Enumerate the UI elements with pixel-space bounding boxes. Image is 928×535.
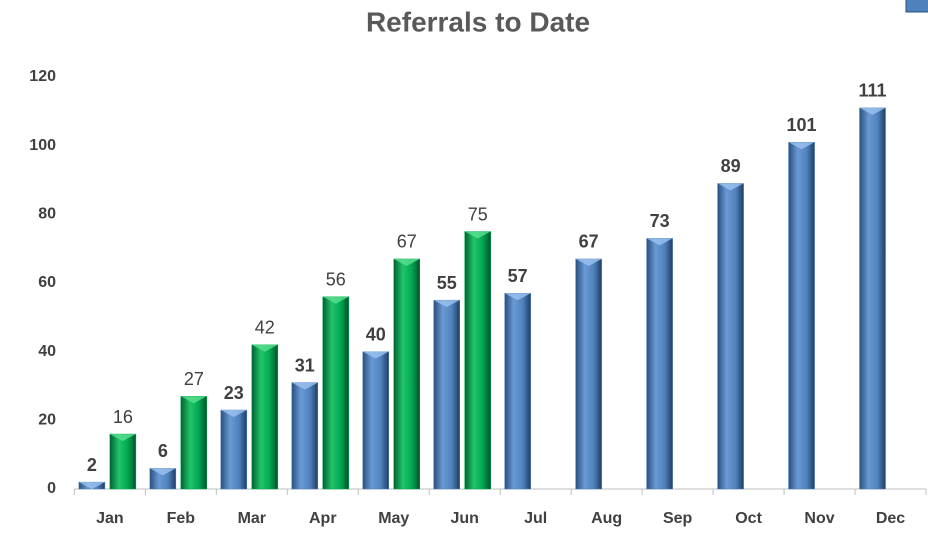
bar-bevel: [78, 482, 105, 490]
bar-bevel: [646, 238, 673, 246]
bar: [859, 107, 886, 490]
value-label: 101: [787, 115, 817, 135]
x-tick-label: Jul: [524, 510, 547, 527]
x-tick-label: Mar: [238, 510, 266, 527]
y-tick-label: 40: [38, 343, 56, 360]
bar-bevel: [180, 396, 207, 404]
value-label: 6: [158, 441, 168, 461]
bar-bevel: [251, 344, 278, 352]
y-tick-label: 120: [29, 68, 56, 85]
bar: [646, 238, 673, 490]
bar-bevel: [220, 410, 247, 418]
value-label: 16: [113, 407, 133, 427]
bar-bevel: [504, 293, 531, 301]
legend-swatch: [905, 0, 928, 13]
bar: [717, 183, 744, 490]
bar: [109, 433, 137, 490]
x-tick-label: Oct: [735, 510, 762, 527]
x-tick-label: Apr: [309, 510, 337, 527]
x-tick-label: Feb: [167, 510, 196, 527]
x-tick-label: Aug: [591, 510, 622, 527]
bar: [220, 409, 248, 490]
bar-bevel: [788, 142, 815, 150]
bar-bevel: [393, 258, 420, 266]
value-label: 23: [224, 383, 244, 403]
bar-bevel: [433, 300, 460, 308]
x-tick-label: May: [378, 510, 409, 527]
y-tick-label: 20: [38, 412, 56, 429]
bar: [464, 231, 491, 490]
bar: [433, 299, 460, 490]
value-label: 67: [579, 232, 599, 252]
bar-bevel: [291, 382, 318, 390]
bar: [393, 258, 420, 490]
value-label: 40: [366, 324, 386, 344]
x-tick-label: Jun: [450, 510, 478, 527]
bar: [788, 141, 815, 490]
y-tick-label: 60: [38, 274, 56, 291]
bar: [504, 293, 531, 490]
chart-title: Referrals to Date: [366, 6, 590, 37]
bar-bevel: [859, 107, 886, 115]
bar-bevel: [464, 231, 491, 239]
bar-bevel: [362, 351, 389, 359]
x-tick-label: Jan: [96, 510, 124, 527]
y-tick-label: 80: [38, 206, 56, 223]
value-label: 73: [650, 211, 670, 231]
x-tick-label: Dec: [876, 510, 905, 527]
value-label: 55: [437, 273, 457, 293]
bar-bevel: [575, 258, 602, 266]
value-label: 57: [508, 266, 528, 286]
bar-bevel: [149, 468, 176, 476]
bar: [180, 396, 208, 490]
bar: [575, 258, 602, 490]
bar-bevel: [717, 183, 744, 191]
bar-bevel: [109, 434, 136, 442]
x-tick-label: Sep: [663, 510, 693, 527]
value-label: 111: [858, 81, 886, 101]
bar: [291, 382, 319, 490]
value-label: 89: [721, 156, 741, 176]
value-label: 67: [397, 232, 417, 252]
bar: [251, 344, 279, 490]
x-tick-label: Nov: [804, 510, 834, 527]
bar: [362, 351, 389, 490]
y-tick-label: 100: [29, 137, 56, 154]
y-tick-label: 0: [47, 480, 56, 497]
value-label: 75: [468, 204, 488, 224]
value-label: 56: [326, 269, 346, 289]
bar: [322, 296, 350, 490]
value-label: 2: [87, 455, 97, 475]
value-label: 42: [255, 318, 275, 338]
bar-bevel: [322, 296, 349, 304]
value-label: 27: [184, 369, 204, 389]
value-label: 31: [295, 355, 315, 375]
